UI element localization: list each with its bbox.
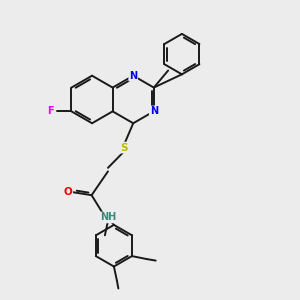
Text: N: N (129, 71, 137, 81)
Text: F: F (47, 106, 54, 116)
Text: O: O (64, 187, 72, 197)
Text: N: N (150, 106, 158, 116)
Text: NH: NH (100, 212, 116, 223)
Text: S: S (121, 142, 128, 153)
